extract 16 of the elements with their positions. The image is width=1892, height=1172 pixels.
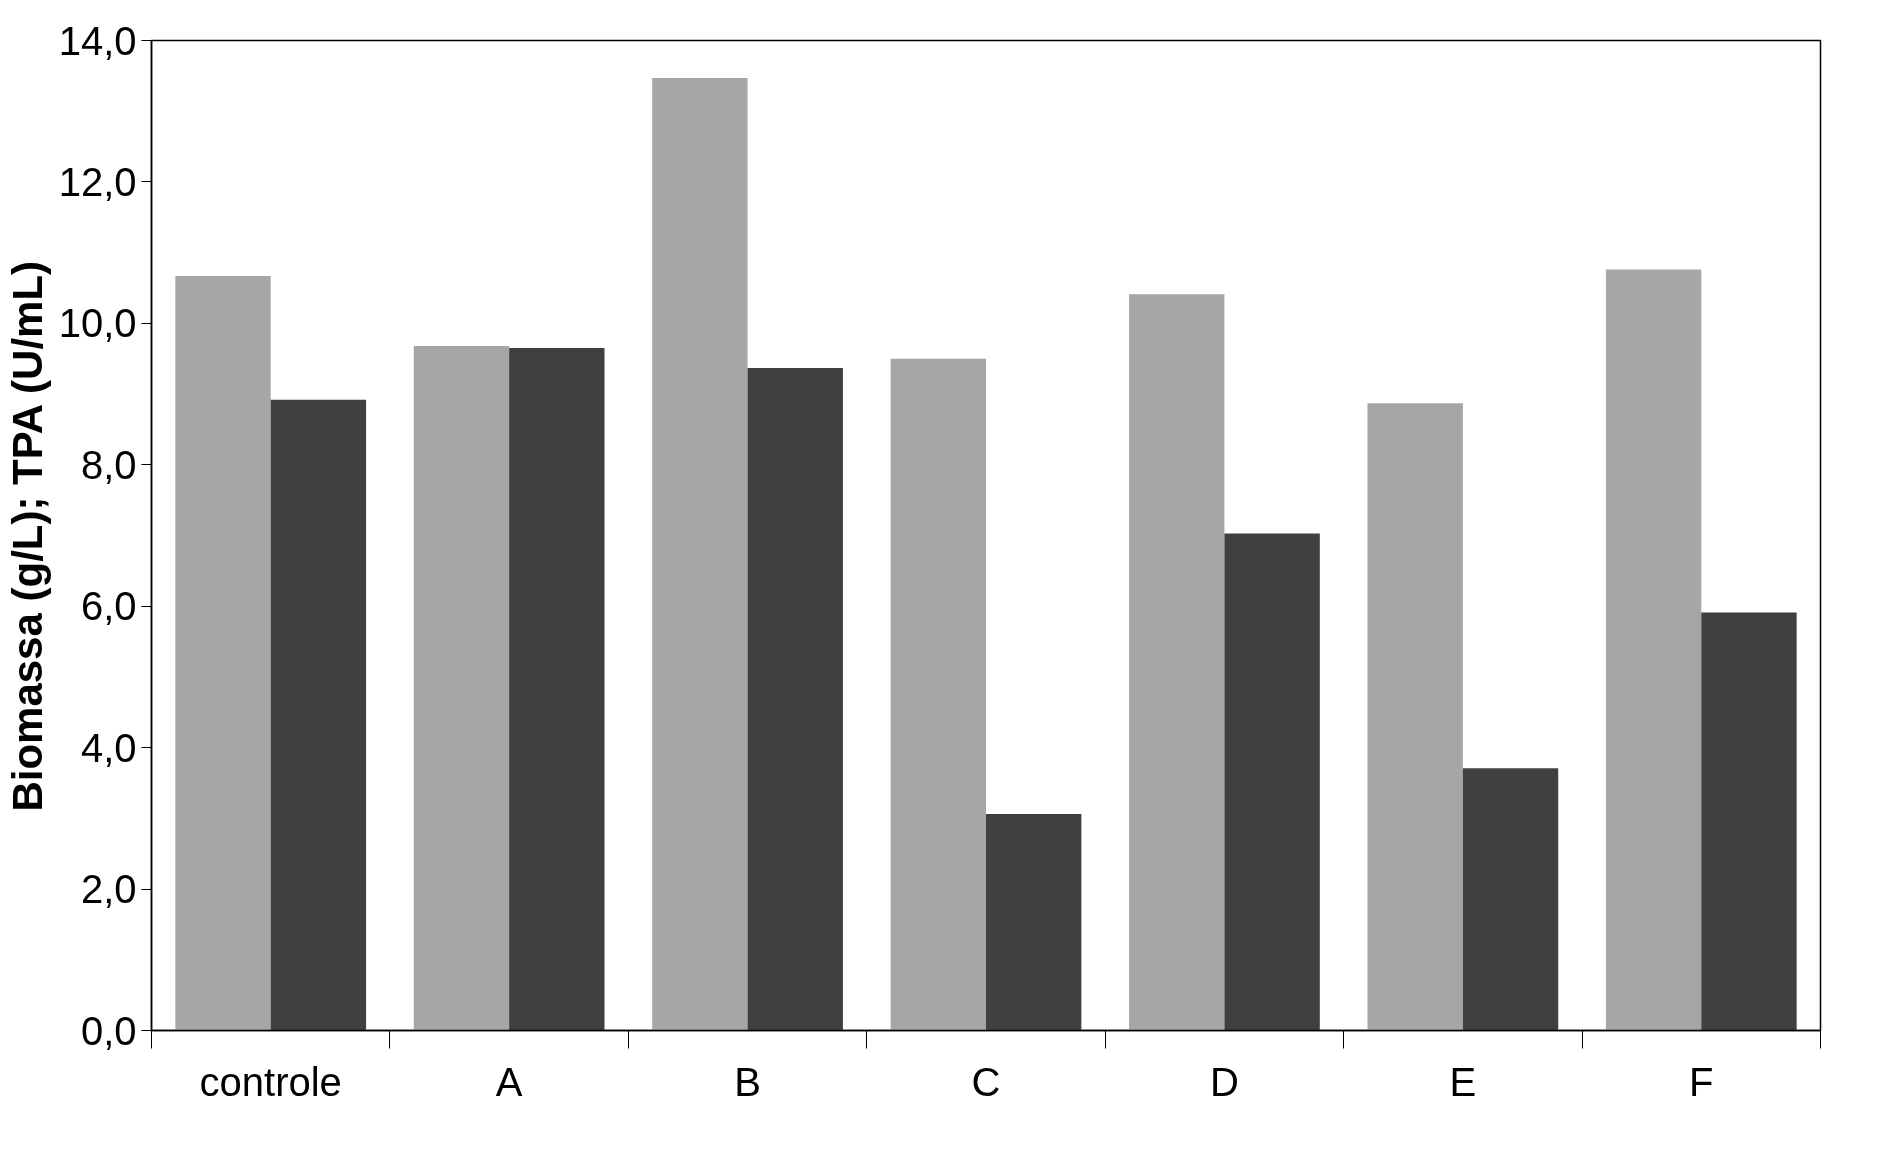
y-tick-label: 2,0 [80, 867, 137, 912]
y-tick-label: 14,0 [58, 18, 137, 63]
x-tick-label: B [734, 1059, 761, 1104]
y-tick-label: 10,0 [58, 301, 137, 346]
x-tick-label: A [495, 1059, 523, 1104]
y-tick-label: 12,0 [58, 159, 137, 204]
x-tick-label: C [971, 1059, 1001, 1104]
x-tick-label: E [1449, 1059, 1477, 1104]
y-tick-label: 0,0 [80, 1008, 137, 1053]
y-tick-label: 6,0 [80, 584, 137, 629]
x-tick-label: D [1209, 1059, 1239, 1104]
y-tick-label: 4,0 [80, 725, 137, 770]
y-tick-label: 8,0 [80, 442, 137, 487]
x-tick-label: controle [199, 1059, 342, 1104]
y-axis-title: Biomassa (g/L); TPA (U/mL) [3, 260, 51, 812]
x-tick-label: F [1689, 1059, 1714, 1104]
